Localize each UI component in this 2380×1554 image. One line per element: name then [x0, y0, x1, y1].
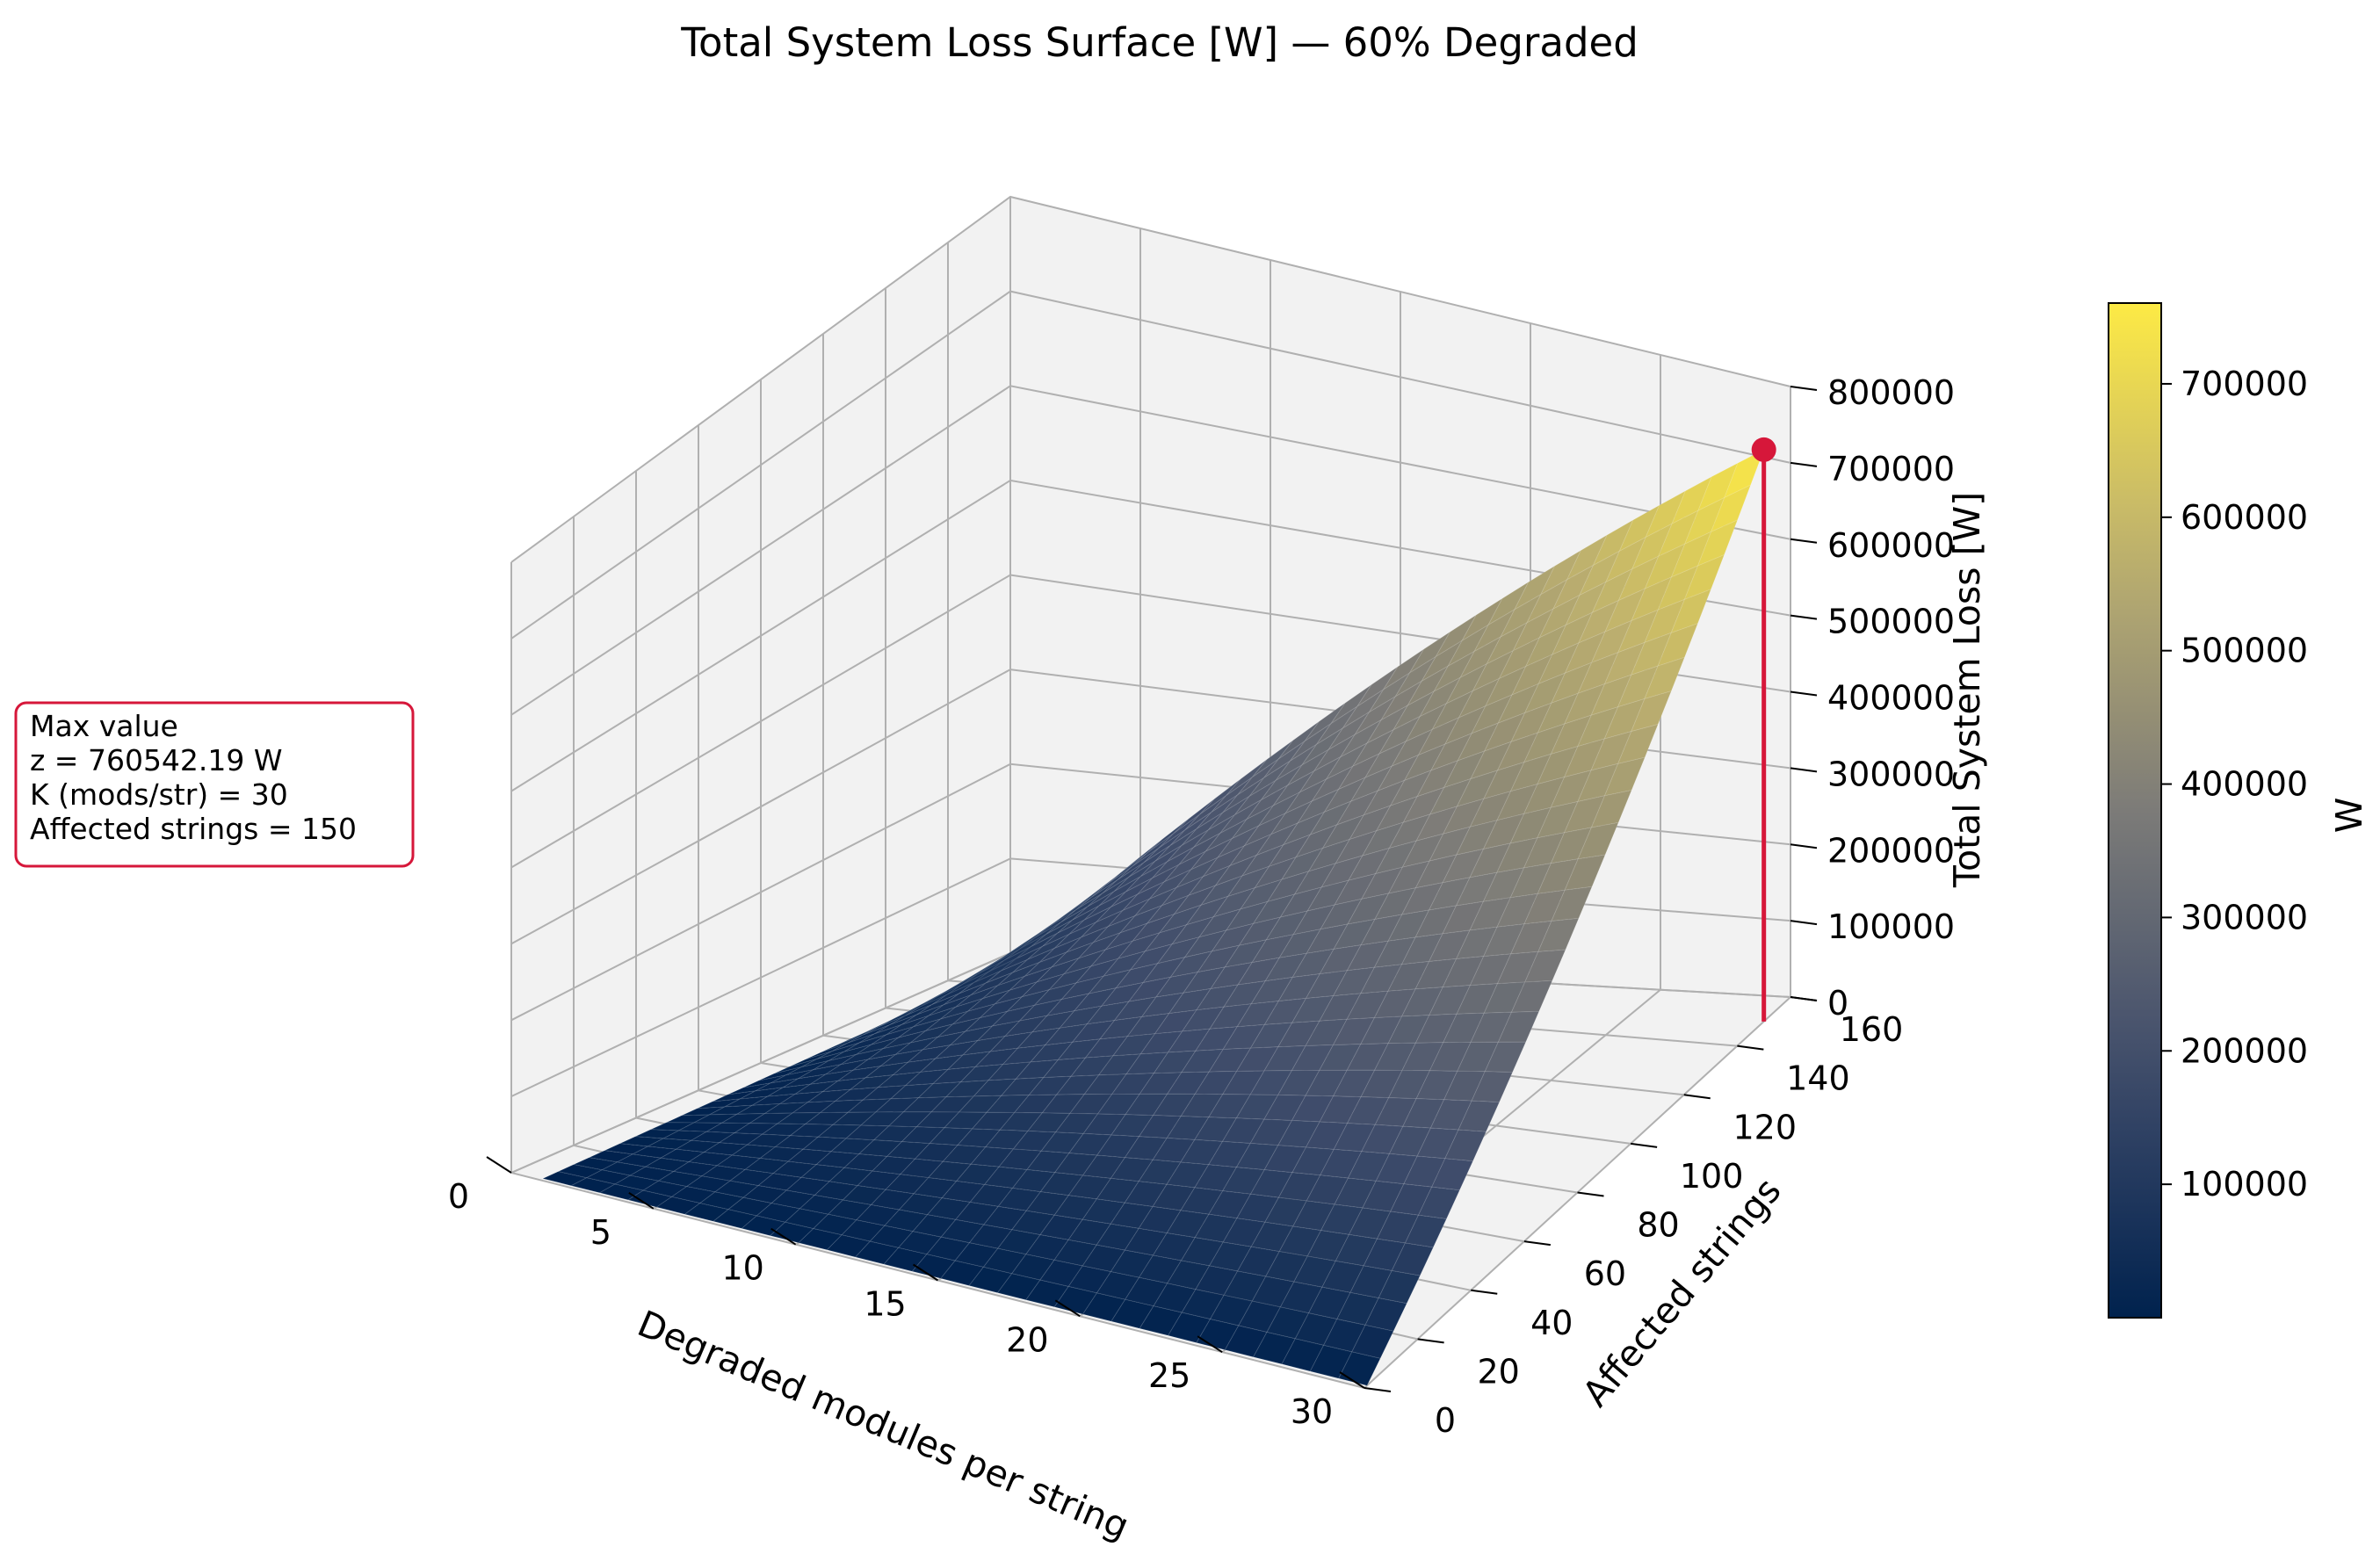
annotation-line-2: z = 760542.19 W [30, 743, 283, 777]
y-tick-label: 100 [1680, 1157, 1744, 1196]
surface-plot [541, 448, 1765, 1386]
y-tick-label: 80 [1637, 1206, 1679, 1245]
surface-facet [1564, 854, 1606, 891]
annotation-line-1: Max value [30, 709, 178, 743]
colorbar-tick-label: 200000 [2181, 1031, 2308, 1070]
z-tick-label: 600000 [1827, 526, 1955, 565]
y-tick-label: 20 [1477, 1352, 1519, 1391]
x-tick-label: 25 [1148, 1356, 1190, 1395]
x-tick-mark [486, 1156, 512, 1174]
z-gridline [510, 385, 1791, 716]
x-tick-label: 5 [590, 1213, 611, 1252]
z-tick-mark [1790, 538, 1818, 544]
surface-facet [1430, 1158, 1474, 1191]
y-tick-label: 60 [1584, 1254, 1626, 1293]
z-gridline [510, 479, 1791, 792]
y-tick-label: 0 [1435, 1401, 1456, 1440]
max-marker-group [1751, 437, 1776, 1022]
colorbar-tick-label: 700000 [2181, 365, 2308, 403]
colorbar-tick-label: 500000 [2181, 632, 2308, 670]
annotation-line-4: Affected strings = 150 [30, 812, 357, 846]
z-tick-mark [1790, 996, 1818, 1001]
z-tick-label: 100000 [1827, 907, 1955, 946]
y-tick-label: 160 [1840, 1010, 1904, 1049]
x-tick-label: 15 [864, 1285, 906, 1324]
colorbar-tick-label: 300000 [2181, 898, 2308, 936]
z-tick-mark [1790, 843, 1818, 849]
surface-facet [1417, 1186, 1461, 1220]
z-tick-label: 400000 [1827, 679, 1955, 718]
y-tick-mark [1683, 1094, 1711, 1100]
x-tick-label: 0 [448, 1177, 469, 1216]
colorbar-tick-label: 600000 [2181, 498, 2308, 537]
z-tick-mark [1790, 386, 1818, 391]
z-axis-label: Total System Loss [W] [1946, 492, 1988, 888]
surface-facet [1458, 1100, 1501, 1132]
z-tick-mark [1790, 690, 1818, 697]
y-tick-mark [1364, 1387, 1392, 1392]
z-tick-mark [1790, 920, 1818, 926]
surface-facet [1351, 1324, 1394, 1359]
y-tick-mark [1523, 1240, 1552, 1247]
z-tick-label: 0 [1827, 984, 1848, 1023]
x-tick-label: 30 [1291, 1392, 1333, 1431]
colorbar-gradient [2108, 302, 2162, 1319]
chart-title: Total System Loss Surface [W] — 60% Degr… [680, 19, 1639, 66]
colorbar-label: W [2328, 798, 2370, 834]
x-tick-mark [1197, 1335, 1223, 1354]
y-tick-mark [1417, 1338, 1444, 1344]
y-tick-label: 140 [1786, 1059, 1850, 1098]
surface-facet [1590, 789, 1632, 828]
z-tick-mark [1790, 461, 1818, 467]
z-gridline [510, 195, 1791, 563]
z-tick-label: 800000 [1827, 373, 1955, 412]
surface-facet [1551, 885, 1593, 922]
z-tick-label: 200000 [1827, 831, 1955, 870]
y-tick-label: 120 [1733, 1108, 1797, 1146]
y-tick-mark [1471, 1289, 1498, 1295]
surface-facet [1670, 588, 1712, 634]
surface-facet [1577, 821, 1619, 860]
z-tick-label: 300000 [1827, 755, 1955, 793]
x-tick-mark [770, 1227, 797, 1246]
surface-facet [1364, 1297, 1407, 1332]
x-tick-label: 10 [721, 1249, 763, 1288]
z-tick-label: 700000 [1827, 450, 1955, 488]
z-tick-label: 500000 [1827, 603, 1955, 641]
y-tick-mark [1737, 1044, 1764, 1051]
annotation-box: Max value z = 760542.19 W K (mods/str) =… [14, 701, 415, 868]
y-tick-label: 40 [1530, 1304, 1573, 1342]
x-tick-mark [1054, 1299, 1081, 1318]
surface-facet [1444, 1129, 1487, 1162]
z-tick-mark [1790, 614, 1818, 620]
y-tick-mark [1630, 1142, 1658, 1148]
x-tick-label: 20 [1006, 1320, 1048, 1359]
max-marker [1751, 437, 1776, 462]
y-tick-mark [1577, 1191, 1604, 1197]
z-tick-mark [1790, 767, 1818, 773]
colorbar-tick-label: 100000 [2181, 1165, 2308, 1203]
x-axis-label: Degraded modules per string [632, 1302, 1135, 1547]
surface-facet [1497, 1010, 1540, 1043]
colorbar: 100000 200000 300000 400000 500000 600000 7000… [2108, 302, 2308, 1319]
colorbar-tick-label: 400000 [2181, 765, 2308, 804]
x-tick-mark [1339, 1371, 1365, 1389]
surface-facet [1391, 1242, 1435, 1276]
z-gridline [510, 290, 1791, 640]
x-tick-mark [628, 1191, 655, 1210]
surface-facet [1510, 979, 1553, 1013]
surface-facet [1603, 756, 1646, 797]
x-tick-mark [912, 1263, 939, 1282]
annotation-line-3: K (mods/str) = 30 [30, 777, 288, 812]
